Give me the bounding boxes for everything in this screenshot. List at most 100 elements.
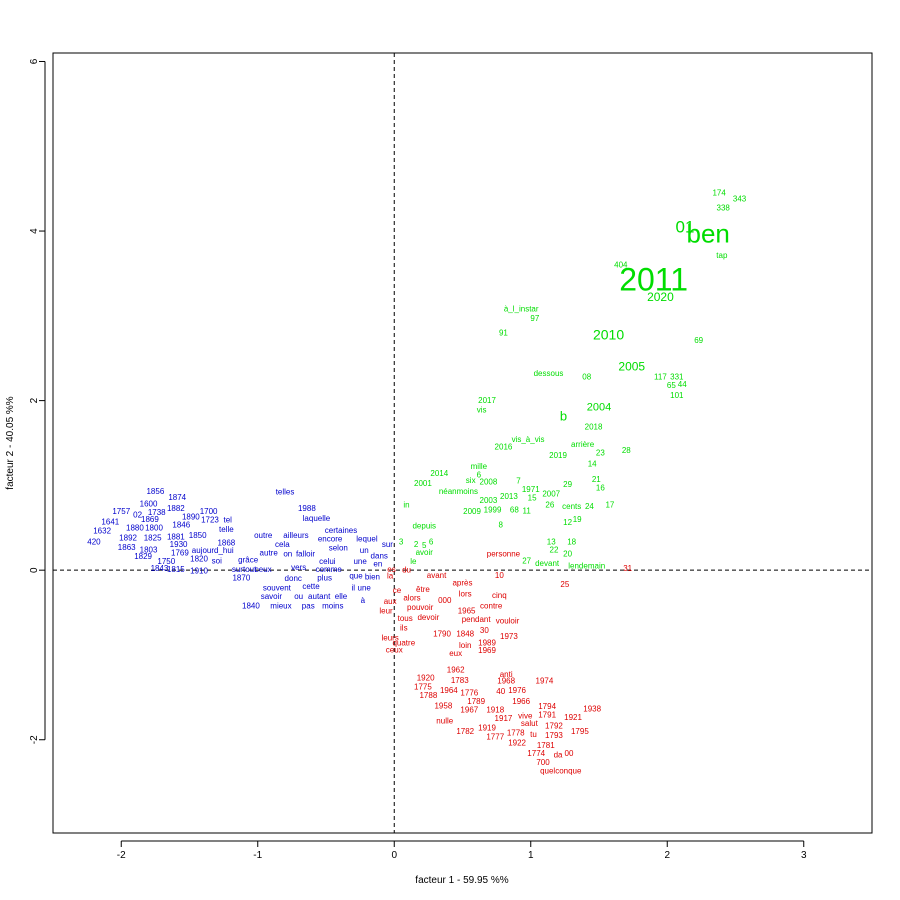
point-label: 7 — [516, 477, 521, 486]
point-label: en — [373, 560, 382, 569]
point-label: 16 — [596, 483, 605, 492]
point-label: 1863 — [118, 543, 136, 552]
point-label: grâce — [238, 556, 259, 565]
x-tick-label: 0 — [391, 850, 397, 861]
point-label: 11 — [522, 506, 531, 515]
point-label: laquelle — [303, 514, 331, 523]
point-label: 1794 — [538, 702, 556, 711]
point-label: celui — [319, 557, 336, 566]
point-label: 29 — [563, 480, 572, 489]
point-label: 3 — [399, 538, 404, 547]
point-label: arrière — [571, 440, 595, 449]
y-axis: -2 0 2 4 6 — [29, 58, 46, 744]
point-label: 420 — [87, 538, 101, 547]
point-label: il — [352, 583, 356, 592]
point-label: 1792 — [545, 722, 563, 731]
point-label: 65 — [667, 381, 676, 390]
point-label: dans — [371, 551, 388, 560]
point-label: encore — [318, 534, 343, 543]
point-label: 68 — [510, 505, 519, 514]
point-label: dessous — [534, 369, 564, 378]
point-label: 2014 — [430, 469, 448, 478]
point-label: 15 — [528, 494, 537, 503]
point-label: 08 — [582, 372, 591, 381]
point-label: nulle — [436, 717, 453, 726]
point-label: certaines — [325, 526, 357, 535]
point-label: 1965 — [458, 606, 476, 615]
point-label: cents — [562, 502, 581, 511]
point-label: 1757 — [112, 507, 130, 516]
point-label: 2018 — [585, 422, 603, 431]
point-label: mieux — [270, 601, 291, 610]
point-label: 1988 — [298, 504, 316, 513]
y-tick-label: 0 — [29, 567, 40, 573]
point-label: 1803 — [140, 545, 158, 554]
point-label: 00 — [565, 749, 574, 758]
point-label: alors — [403, 594, 420, 603]
point-label: in — [403, 500, 409, 509]
point-label: 1850 — [189, 531, 207, 540]
point-label: on — [283, 550, 292, 559]
point-label: vis — [477, 405, 487, 414]
point-label: 1964 — [440, 686, 458, 695]
point-label: 1969 — [478, 646, 496, 655]
point-label: 1920 — [417, 673, 435, 682]
point-label: six — [466, 476, 476, 485]
x-tick-label: 3 — [801, 850, 807, 861]
point-label: ailleurs — [283, 531, 308, 540]
point-label: lendemain — [568, 561, 605, 570]
point-label: es — [387, 565, 395, 574]
point-label: lors — [459, 589, 472, 598]
point-label: eux — [449, 649, 462, 658]
point-label: 1800 — [145, 523, 163, 532]
point-label: 2016 — [495, 443, 513, 452]
point-label: 14 — [588, 460, 597, 469]
x-tick-label: -1 — [253, 850, 262, 861]
point-label: 1790 — [433, 629, 451, 638]
point-label: 1917 — [495, 714, 513, 723]
point-label: 28 — [622, 446, 631, 455]
point-label: 1600 — [140, 500, 158, 509]
point-label: 1791 — [538, 711, 556, 720]
point-label: à — [361, 596, 366, 605]
point-label: à_l_instar — [504, 305, 539, 314]
point-label: 1776 — [460, 689, 478, 698]
point-label: 1882 — [167, 504, 185, 513]
point-label: 27 — [522, 556, 531, 565]
point-label: 1789 — [467, 697, 485, 706]
point-label: autant — [308, 592, 331, 601]
point-label: 1815 — [167, 565, 185, 574]
point-label: tap — [716, 251, 728, 260]
point-label: 1874 — [168, 493, 186, 502]
point-label: 6 — [477, 471, 482, 480]
point-label: 1781 — [537, 741, 555, 750]
point-label: 101 — [670, 391, 684, 400]
point-label: 20 — [563, 550, 572, 559]
point-label: ben — [687, 219, 730, 249]
point-label: telle — [219, 525, 234, 534]
point-label: 338 — [717, 204, 731, 213]
point-label: 1793 — [545, 731, 563, 740]
point-label: 1869 — [141, 515, 159, 524]
point-label: 1769 — [171, 549, 189, 558]
point-label: leurs — [381, 634, 398, 643]
point-label: vers — [291, 563, 306, 572]
point-label: 1918 — [486, 706, 504, 715]
point-label: 1989 — [478, 639, 496, 648]
point-label: cinq — [492, 591, 507, 600]
point-label: être — [416, 585, 430, 594]
point-label: 1788 — [419, 691, 437, 700]
point-label: 1774 — [527, 749, 545, 758]
point-label: 1632 — [93, 527, 111, 536]
y-tick-label: 4 — [29, 228, 40, 234]
point-label: 1880 — [126, 523, 144, 532]
point-label: 1962 — [447, 666, 465, 675]
point-label: 1783 — [451, 676, 469, 685]
point-label: pouvoir — [407, 603, 434, 612]
point-label: outre — [254, 531, 273, 540]
point-label: 12 — [563, 518, 572, 527]
point-label: 1890 — [182, 512, 200, 521]
point-label: 1971 — [522, 485, 540, 494]
point-label: 2008 — [480, 478, 498, 487]
